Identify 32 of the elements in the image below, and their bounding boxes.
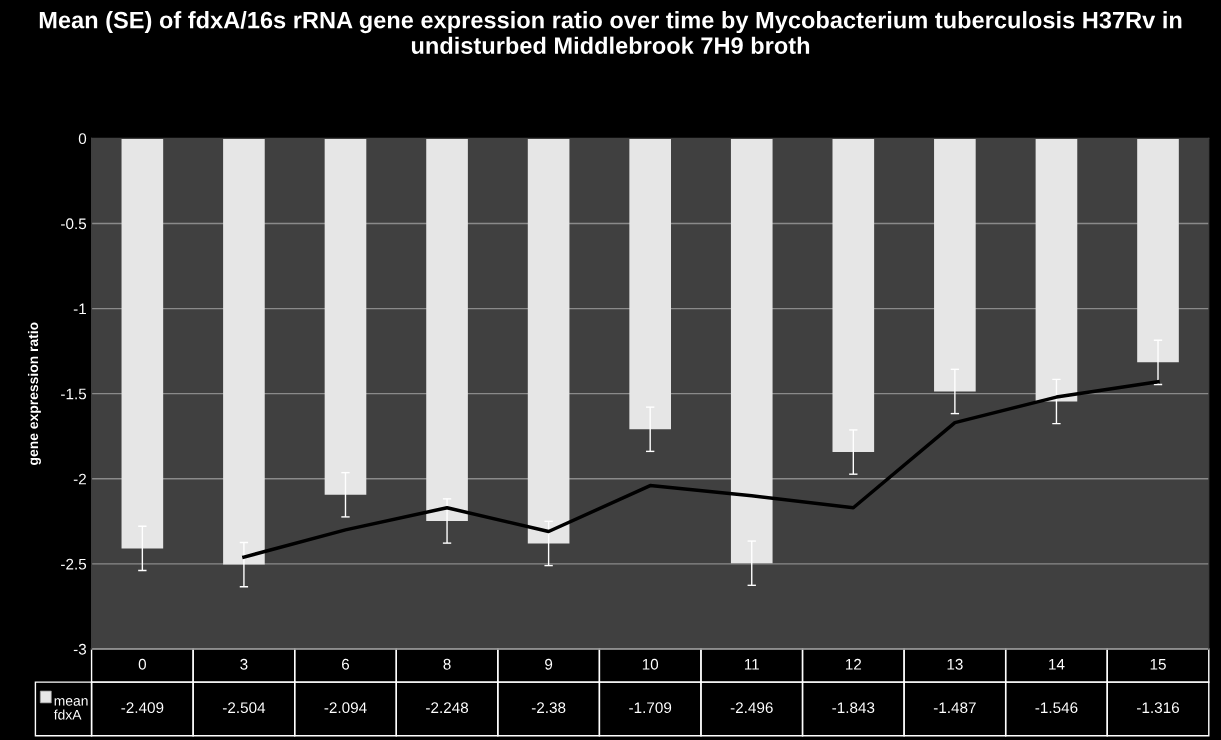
x-tick-label: 13 — [947, 658, 963, 670]
data-label: -1.316 — [1137, 702, 1179, 714]
x-tick-label: 14 — [1049, 659, 1065, 670]
x-tick-label: 9 — [545, 658, 553, 670]
data-label: -2.409 — [121, 702, 164, 714]
data-label: -1.709 — [629, 702, 672, 714]
data-label: -2.248 — [426, 702, 469, 714]
data-label: -1.843 — [832, 702, 875, 714]
x-tick-label: 8 — [443, 658, 451, 670]
x-tick-label: 12 — [845, 658, 862, 670]
y-tick-label: -2 — [73, 473, 86, 485]
data-label: -2.496 — [730, 702, 773, 714]
y-tick-label: 0 — [78, 133, 87, 145]
x-tick-label: 3 — [240, 658, 248, 670]
data-label: -2.504 — [222, 702, 266, 714]
data-label: -1.487 — [933, 702, 976, 714]
x-tick-label: 11 — [744, 659, 759, 670]
y-tick-label: -0.5 — [61, 218, 87, 230]
x-tick-label: 0 — [138, 658, 147, 670]
x-tick-label: 15 — [1150, 659, 1166, 670]
data-label: -1.546 — [1035, 702, 1078, 714]
x-tick-label: 6 — [342, 658, 350, 670]
y-tick-label: -2.5 — [61, 558, 87, 570]
y-tick-label: -1.5 — [61, 388, 87, 400]
data-label: -2.38 — [531, 702, 566, 714]
y-tick-label: -3 — [73, 643, 87, 655]
data-label: -2.094 — [324, 702, 367, 714]
x-tick-label: 10 — [642, 658, 659, 670]
y-tick-label: -1 — [73, 303, 86, 315]
y-axis-title: gene expression ratio — [27, 322, 41, 465]
chart-title: Mean (SE) of fdxA/16s rRNA gene expression ratio over time by Mycobacterium tuberculosis H37Rv in undisturbed Middlebrook 7H9 broth — [39, 11, 1182, 54]
legend-label: mean fdxA — [53, 698, 88, 720]
